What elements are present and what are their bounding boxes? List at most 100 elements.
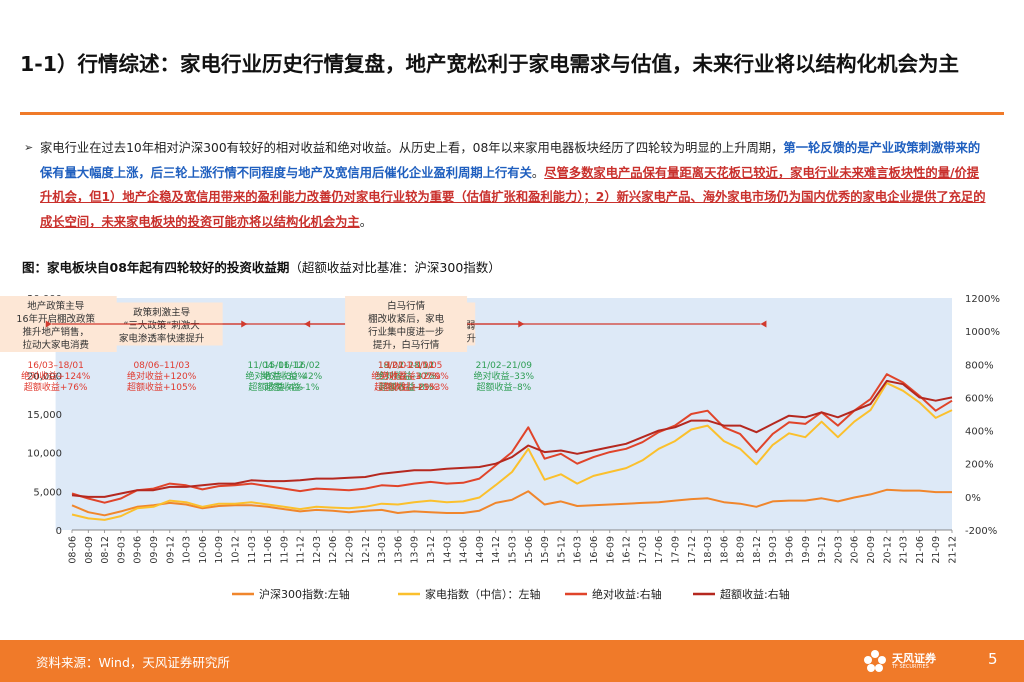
period-title-text: 白马行情 xyxy=(387,300,426,312)
summary-text-1: 家电行业在过去10年相对沪深300有较好的相对收益和绝对收益。从历史上看，08年… xyxy=(40,141,784,155)
x-tick-label: 17-12 xyxy=(687,536,698,564)
period-title-box xyxy=(345,296,468,352)
x-tick-label: 17-03 xyxy=(638,536,649,564)
period-range-label: 11/04–11/12 xyxy=(248,361,304,371)
x-tick-label: 14-09 xyxy=(475,536,486,564)
x-tick-label: 16-03 xyxy=(573,536,584,564)
summary-highlight-blue: 第一轮反馈的是产业政策刺激带来的保有量大幅度上涨，后三轮上涨行情不同程度与地产及… xyxy=(40,141,981,180)
period-excess-return: 超额收益+105% xyxy=(127,381,197,393)
period-title-text: 棚改收紧后，家电 xyxy=(368,313,445,325)
x-tick-label: 21-12 xyxy=(948,536,959,564)
x-tick-label: 17-06 xyxy=(654,536,665,564)
x-tick-label: 18-12 xyxy=(752,536,763,564)
x-tick-label: 16-12 xyxy=(622,536,633,564)
appliance-return-chart: 05,00010,00015,00020,00025,00030,000-200… xyxy=(0,294,1000,601)
x-tick-label: 10-09 xyxy=(214,536,225,564)
x-tick-label: 19-09 xyxy=(801,536,812,564)
period-abs-return: 绝对收益–37% xyxy=(376,370,437,382)
period-abs-return: 绝对收益+120% xyxy=(127,370,197,382)
page-number: 5 xyxy=(988,650,998,668)
x-tick-label: 18-09 xyxy=(736,536,747,564)
period-title-text: 家电渗透率快速提升 xyxy=(119,333,205,345)
x-tick-label: 12-03 xyxy=(312,536,323,564)
legend-label-0: 沪深300指数:左轴 xyxy=(259,587,350,601)
figure-caption-bold: 图：家电板块自08年起有四轮较好的投资收益期 xyxy=(22,260,290,275)
logo-subtext: TF SECURITIES xyxy=(892,664,929,670)
x-tick-label: 10-03 xyxy=(182,536,193,564)
x-tick-label: 16-06 xyxy=(589,536,600,564)
right-tick-label: 0% xyxy=(965,493,981,504)
period-excess-return: 超额收益+76% xyxy=(24,381,88,393)
period-title-text: 提升，白马行情 xyxy=(373,339,440,351)
x-tick-label: 11-06 xyxy=(263,536,274,564)
x-tick-label: 19-06 xyxy=(785,536,796,564)
period-range-label: 12/01–15/05 xyxy=(386,361,442,371)
x-tick-label: 12-09 xyxy=(345,536,356,564)
x-tick-label: 21-03 xyxy=(899,536,910,564)
period-excess-return: 超额收益+29% xyxy=(374,381,438,393)
footer-bar xyxy=(0,640,1024,682)
period-range-label: 21/02–21/09 xyxy=(476,361,533,371)
period-range-label: 16/03–18/01 xyxy=(28,361,84,371)
x-tick-label: 14-06 xyxy=(459,536,470,564)
summary-paragraph: ➢ 家电行业在过去10年相对沪深300有较好的相对收益和绝对收益。从历史上看，0… xyxy=(24,136,990,234)
x-tick-label: 11-09 xyxy=(279,536,290,564)
logo-text: 天风证券 xyxy=(892,652,936,665)
series-line-3 xyxy=(71,379,953,498)
x-tick-label: 11-03 xyxy=(247,536,258,564)
x-tick-label: 08-12 xyxy=(100,536,111,564)
left-tick-label: 20,000 xyxy=(27,371,62,382)
x-tick-label: 13-09 xyxy=(410,536,421,564)
right-tick-label: -200% xyxy=(965,526,997,537)
period-title-text: 拉动大家电消费 xyxy=(22,339,89,351)
period-abs-return: 绝对收益–33% xyxy=(474,370,535,382)
x-tick-label: 11-12 xyxy=(296,536,307,564)
period-range-label: 15/06–16/02 xyxy=(264,361,320,371)
period-title-text: 推升地产销售， xyxy=(22,326,89,338)
period-title-text: 地产政策主导 xyxy=(27,300,84,312)
x-tick-label: 13-12 xyxy=(426,536,437,564)
summary-text-3: 。 xyxy=(359,214,373,229)
summary-text-2: 。 xyxy=(531,165,545,180)
period-abs-return: 绝对收益–30% xyxy=(245,370,306,382)
period-excess-return: 超额收益–1% xyxy=(265,381,320,393)
period-arrow-left-icon xyxy=(760,320,767,328)
right-tick-label: 400% xyxy=(965,427,994,438)
right-tick-label: 200% xyxy=(965,460,994,471)
x-tick-label: 21-09 xyxy=(931,536,942,564)
x-tick-label: 15-06 xyxy=(524,536,535,564)
period-title-text: 行业集中度进一步 xyxy=(368,326,444,338)
period-title-text: 政策刺激主导 xyxy=(133,307,190,319)
left-tick-label: 5,000 xyxy=(33,487,62,498)
x-tick-label: 14-12 xyxy=(491,536,502,564)
x-tick-label: 18-06 xyxy=(719,536,730,564)
period-abs-return: 绝对收益+107% xyxy=(371,370,441,382)
x-tick-label: 14-03 xyxy=(442,536,453,564)
x-tick-label: 21-06 xyxy=(915,536,926,564)
period-abs-return: 绝对收益+124% xyxy=(21,370,91,382)
figure-caption-note: （超额收益对比基准：沪深300指数） xyxy=(289,260,501,275)
footer-source: 资料来源：Wind，天风证券研究所 xyxy=(36,655,230,670)
x-tick-label: 09-12 xyxy=(165,536,176,564)
x-tick-label: 15-03 xyxy=(508,536,519,564)
left-tick-label: 15,000 xyxy=(27,410,62,421)
x-tick-label: 09-06 xyxy=(133,536,144,564)
legend-label-1: 家电指数（中信）：左轴 xyxy=(425,587,541,601)
page-title: 1-1）行情综述：家电行业历史行情复盘，地产宽松利于家电需求与估值，未来行业将以… xyxy=(20,52,960,76)
x-tick-label: 08-09 xyxy=(84,536,95,564)
x-tick-label: 16-09 xyxy=(605,536,616,564)
arrow-bullet-icon: ➢ xyxy=(24,141,34,154)
left-tick-label: 0 xyxy=(56,526,62,537)
logo-flower-icon xyxy=(864,650,886,672)
period-title-text: 16年开启棚改政策 xyxy=(16,313,95,325)
period-excess-return: 超额收益–8% xyxy=(476,381,531,393)
period-excess-return: 超额收益–8% xyxy=(379,381,434,393)
right-tick-label: 1000% xyxy=(965,327,1000,338)
x-tick-label: 10-06 xyxy=(198,536,209,564)
x-tick-label: 18-03 xyxy=(703,536,714,564)
period-range-label: 19/01–21/01 xyxy=(378,361,434,371)
x-tick-label: 15-09 xyxy=(540,536,551,564)
tf-securities-logo: 天风证券 TF SECURITIES xyxy=(862,648,942,674)
x-tick-label: 19-03 xyxy=(768,536,779,564)
x-tick-label: 15-12 xyxy=(556,536,567,564)
